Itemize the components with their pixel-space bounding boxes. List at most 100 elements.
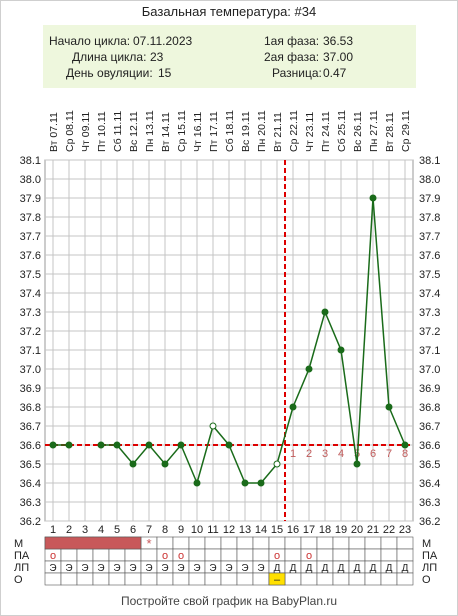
day-number-label: 6: [130, 524, 136, 536]
y-tick-label-left: 37.0: [20, 364, 41, 376]
row-cell: [300, 536, 318, 550]
row-cell: [236, 548, 254, 562]
day-number-label: 5: [114, 524, 120, 536]
row-cell: [300, 572, 318, 586]
cycle-length-value: 23: [150, 50, 164, 64]
temperature-point: [145, 441, 153, 449]
lp-code: Э: [81, 563, 88, 574]
y-tick-label-right: 37.6: [419, 250, 440, 262]
row-cell: [220, 572, 238, 586]
y-tick-label-right: 36.6: [419, 440, 440, 452]
lp-code: Э: [145, 563, 152, 574]
temperature-point: [401, 441, 409, 449]
temperature-point: [129, 460, 137, 468]
date-label: Вт 07.11: [48, 112, 60, 152]
lp-code: Э: [177, 563, 184, 574]
row-cell: [284, 536, 302, 550]
y-tick-label-left: 37.9: [20, 193, 41, 205]
row-label-right: ПА: [422, 550, 438, 562]
y-tick-label-left: 36.8: [20, 402, 41, 414]
lp-code: Э: [113, 563, 120, 574]
row-cell: [252, 536, 270, 550]
y-tick-label-left: 36.7: [20, 421, 41, 433]
pa-marker: о: [162, 550, 168, 562]
row-cell: [252, 548, 270, 562]
date-label: Пн 13.11: [144, 110, 156, 152]
phase2-value: 37.00: [323, 50, 354, 64]
row-cell: [204, 548, 222, 562]
row-cell: [172, 572, 190, 586]
luteal-day-label: 6: [370, 448, 376, 460]
row-cell: [124, 572, 142, 586]
row-label-left: О: [14, 574, 23, 586]
temperature-point: [369, 194, 377, 202]
y-tick-label-right: 37.7: [419, 231, 440, 243]
y-tick-label-right: 36.5: [419, 459, 440, 471]
row-cell: [108, 548, 126, 562]
row-cell: [268, 536, 286, 550]
y-tick-label-right: 36.8: [419, 402, 440, 414]
date-label: Чт 09.11: [80, 112, 92, 152]
row-cell: [364, 548, 382, 562]
y-tick-label-left: 38.1: [20, 155, 41, 167]
y-tick-label-left: 37.8: [20, 212, 41, 224]
cycle-length-label: Длина цикла:: [72, 50, 147, 64]
lp-code: Д: [370, 563, 377, 574]
row-cell: [60, 548, 78, 562]
luteal-day-label: 4: [338, 448, 344, 460]
lp-code: Э: [225, 563, 232, 574]
y-tick-label-left: 37.2: [20, 326, 41, 338]
temperature-point: [353, 460, 361, 468]
temperature-point: [289, 403, 297, 411]
row-cell: [348, 536, 366, 550]
row-cell: [364, 536, 382, 550]
day-number-label: 1: [50, 524, 56, 536]
temperature-point: [385, 403, 393, 411]
phase1-label: 1ая фаза:: [264, 34, 320, 48]
row-cell: [396, 572, 414, 586]
lp-code: Э: [65, 563, 72, 574]
row-cell: [380, 572, 398, 586]
row-cell: [156, 536, 174, 550]
row-cell: [380, 548, 398, 562]
day-number-label: 13: [239, 524, 251, 536]
day-number-label: 7: [146, 524, 152, 536]
o-highlight-symbol: –: [274, 574, 281, 586]
y-tick-label-right: 37.1: [419, 345, 440, 357]
row-cell: [284, 548, 302, 562]
row-cell: [188, 572, 206, 586]
lp-code: Д: [386, 563, 393, 574]
lp-code: Э: [193, 563, 200, 574]
day-number-label: 8: [162, 524, 168, 536]
date-label: Пт 24.11: [320, 111, 332, 152]
y-tick-label-left: 37.1: [20, 345, 41, 357]
row-label-right: ЛП: [422, 562, 437, 574]
y-tick-label-left: 36.3: [20, 497, 41, 509]
row-cell: [92, 548, 110, 562]
day-number-label: 2: [66, 524, 72, 536]
date-label: Сб 18.11: [224, 110, 236, 152]
temperature-point: [273, 460, 281, 468]
temperature-point: [241, 479, 249, 487]
y-tick-label-right: 37.5: [419, 269, 440, 281]
day-number-label: 14: [255, 524, 267, 536]
row-cell: [108, 572, 126, 586]
luteal-day-label: 7: [386, 448, 392, 460]
temperature-point: [177, 441, 185, 449]
lp-code: Д: [290, 563, 297, 574]
footer-link[interactable]: Постройте свой график на BabyPlan.ru: [120, 594, 338, 608]
menstruation-bar: [44, 536, 142, 550]
day-number-label: 18: [319, 524, 331, 536]
row-cell: [76, 548, 94, 562]
o-highlight-cell: [268, 572, 286, 586]
row-cell: [252, 572, 270, 586]
row-cell: [76, 572, 94, 586]
phase1-value: 36.53: [323, 34, 354, 48]
difference-label: Разница:: [272, 66, 322, 80]
day-number-label: 4: [98, 524, 104, 536]
temperature-point: [225, 441, 233, 449]
day-number-label: 20: [351, 524, 363, 536]
row-cell: [284, 572, 302, 586]
row-cell: [316, 572, 334, 586]
day-number-label: 16: [287, 524, 299, 536]
